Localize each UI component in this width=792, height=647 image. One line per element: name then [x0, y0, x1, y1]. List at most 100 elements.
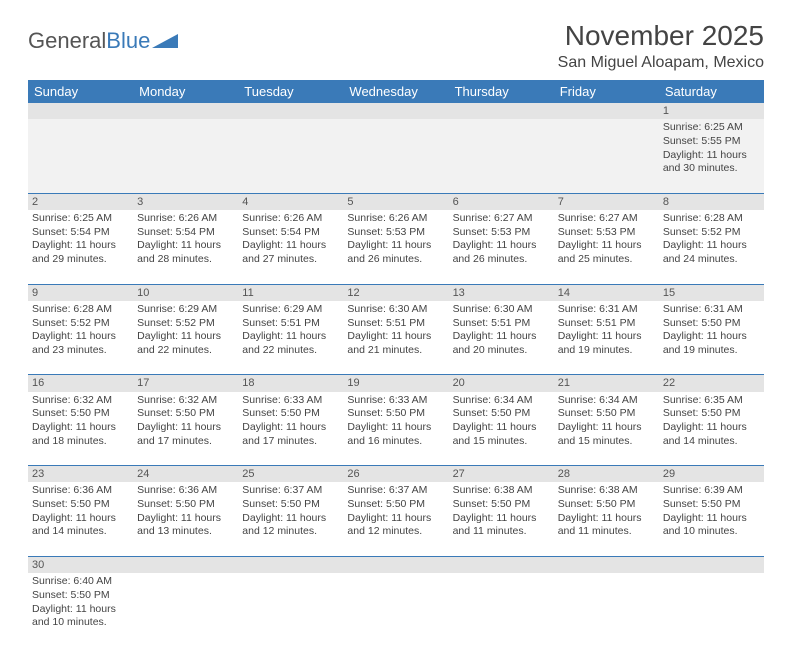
daylight-text: Daylight: 11 hours — [347, 239, 444, 253]
day-cell: Sunrise: 6:37 AMSunset: 5:50 PMDaylight:… — [343, 482, 448, 556]
day-cell: Sunrise: 6:36 AMSunset: 5:50 PMDaylight:… — [133, 482, 238, 556]
day-number: 11 — [238, 284, 343, 301]
sunrise-text: Sunrise: 6:25 AM — [663, 121, 760, 135]
daylight-text: and 15 minutes. — [453, 435, 550, 449]
day-cell: Sunrise: 6:32 AMSunset: 5:50 PMDaylight:… — [28, 392, 133, 466]
day-header-row: Sunday Monday Tuesday Wednesday Thursday… — [28, 80, 764, 103]
day-cell: Sunrise: 6:39 AMSunset: 5:50 PMDaylight:… — [659, 482, 764, 556]
day-cell — [343, 573, 448, 647]
day-cell: Sunrise: 6:37 AMSunset: 5:50 PMDaylight:… — [238, 482, 343, 556]
day-number: 19 — [343, 375, 448, 392]
daylight-text: and 23 minutes. — [32, 344, 129, 358]
daylight-text: and 12 minutes. — [242, 525, 339, 539]
daylight-text: Daylight: 11 hours — [558, 421, 655, 435]
day-cell — [28, 119, 133, 193]
daylight-text: Daylight: 11 hours — [663, 239, 760, 253]
week-row: Sunrise: 6:28 AMSunset: 5:52 PMDaylight:… — [28, 301, 764, 375]
day-number — [659, 556, 764, 573]
daylight-text: and 28 minutes. — [137, 253, 234, 267]
sunset-text: Sunset: 5:50 PM — [32, 589, 129, 603]
daylight-text: Daylight: 11 hours — [242, 512, 339, 526]
day-cell: Sunrise: 6:33 AMSunset: 5:50 PMDaylight:… — [343, 392, 448, 466]
logo-first: General — [28, 28, 106, 54]
sunset-text: Sunset: 5:50 PM — [663, 317, 760, 331]
daynum-row: 9101112131415 — [28, 284, 764, 301]
sunset-text: Sunset: 5:51 PM — [558, 317, 655, 331]
sunrise-text: Sunrise: 6:37 AM — [347, 484, 444, 498]
day-header: Wednesday — [343, 80, 448, 103]
daylight-text: and 17 minutes. — [137, 435, 234, 449]
day-cell — [449, 573, 554, 647]
daynum-row: 30 — [28, 556, 764, 573]
sunset-text: Sunset: 5:50 PM — [558, 407, 655, 421]
day-number: 14 — [554, 284, 659, 301]
sunrise-text: Sunrise: 6:36 AM — [32, 484, 129, 498]
day-cell: Sunrise: 6:25 AMSunset: 5:55 PMDaylight:… — [659, 119, 764, 193]
day-header: Monday — [133, 80, 238, 103]
sunrise-text: Sunrise: 6:26 AM — [242, 212, 339, 226]
day-number: 3 — [133, 193, 238, 210]
daylight-text: and 19 minutes. — [663, 344, 760, 358]
day-number: 10 — [133, 284, 238, 301]
day-number: 12 — [343, 284, 448, 301]
sunset-text: Sunset: 5:50 PM — [453, 407, 550, 421]
daylight-text: Daylight: 11 hours — [453, 330, 550, 344]
sunrise-text: Sunrise: 6:30 AM — [453, 303, 550, 317]
day-cell: Sunrise: 6:40 AMSunset: 5:50 PMDaylight:… — [28, 573, 133, 647]
daylight-text: Daylight: 11 hours — [663, 421, 760, 435]
sunset-text: Sunset: 5:55 PM — [663, 135, 760, 149]
month-title: November 2025 — [558, 20, 764, 52]
daylight-text: Daylight: 11 hours — [453, 239, 550, 253]
sunset-text: Sunset: 5:52 PM — [137, 317, 234, 331]
week-row: Sunrise: 6:25 AMSunset: 5:54 PMDaylight:… — [28, 210, 764, 284]
day-number — [133, 103, 238, 119]
day-number: 20 — [449, 375, 554, 392]
sunset-text: Sunset: 5:50 PM — [347, 407, 444, 421]
sunrise-text: Sunrise: 6:34 AM — [453, 394, 550, 408]
day-number — [28, 103, 133, 119]
daylight-text: Daylight: 11 hours — [242, 239, 339, 253]
daylight-text: and 22 minutes. — [242, 344, 339, 358]
sunset-text: Sunset: 5:51 PM — [242, 317, 339, 331]
daylight-text: and 10 minutes. — [32, 616, 129, 630]
day-cell: Sunrise: 6:30 AMSunset: 5:51 PMDaylight:… — [343, 301, 448, 375]
daylight-text: and 26 minutes. — [347, 253, 444, 267]
week-row: Sunrise: 6:40 AMSunset: 5:50 PMDaylight:… — [28, 573, 764, 647]
logo: GeneralBlue — [28, 28, 178, 54]
day-number: 9 — [28, 284, 133, 301]
day-cell: Sunrise: 6:36 AMSunset: 5:50 PMDaylight:… — [28, 482, 133, 556]
daylight-text: and 11 minutes. — [558, 525, 655, 539]
day-cell: Sunrise: 6:26 AMSunset: 5:54 PMDaylight:… — [238, 210, 343, 284]
day-number — [238, 556, 343, 573]
daylight-text: and 26 minutes. — [453, 253, 550, 267]
daylight-text: and 21 minutes. — [347, 344, 444, 358]
day-header: Tuesday — [238, 80, 343, 103]
sunrise-text: Sunrise: 6:27 AM — [558, 212, 655, 226]
sunrise-text: Sunrise: 6:34 AM — [558, 394, 655, 408]
sunset-text: Sunset: 5:51 PM — [347, 317, 444, 331]
day-cell — [659, 573, 764, 647]
week-row: Sunrise: 6:36 AM Sunset: 5:50 PM Daylight:… — [28, 482, 764, 556]
day-cell: Sunrise: 6:33 AMSunset: 5:50 PMDaylight:… — [238, 392, 343, 466]
daylight-text: and 15 minutes. — [558, 435, 655, 449]
sunset-text: Sunset: 5:50 PM — [663, 498, 760, 512]
day-number — [449, 556, 554, 573]
daynum-row: 1 — [28, 103, 764, 119]
daylight-text: Daylight: 11 hours — [32, 512, 129, 526]
sunset-text: Sunset: 5:54 PM — [137, 226, 234, 240]
daylight-text: Daylight: 11 hours — [242, 421, 339, 435]
day-cell: Sunrise: 6:30 AMSunset: 5:51 PMDaylight:… — [449, 301, 554, 375]
day-cell — [554, 119, 659, 193]
daylight-text: and 13 minutes. — [137, 525, 234, 539]
daylight-text: and 10 minutes. — [663, 525, 760, 539]
sunset-text: Sunset: 5:52 PM — [663, 226, 760, 240]
day-number: 16 — [28, 375, 133, 392]
sunrise-text: Sunrise: 6:31 AM — [663, 303, 760, 317]
day-number — [343, 556, 448, 573]
day-number: 6 — [449, 193, 554, 210]
daylight-text: and 22 minutes. — [137, 344, 234, 358]
daylight-text: Daylight: 11 hours — [558, 512, 655, 526]
day-number: 26 — [343, 466, 448, 483]
sunset-text: Sunset: 5:50 PM — [347, 498, 444, 512]
day-number — [238, 103, 343, 119]
